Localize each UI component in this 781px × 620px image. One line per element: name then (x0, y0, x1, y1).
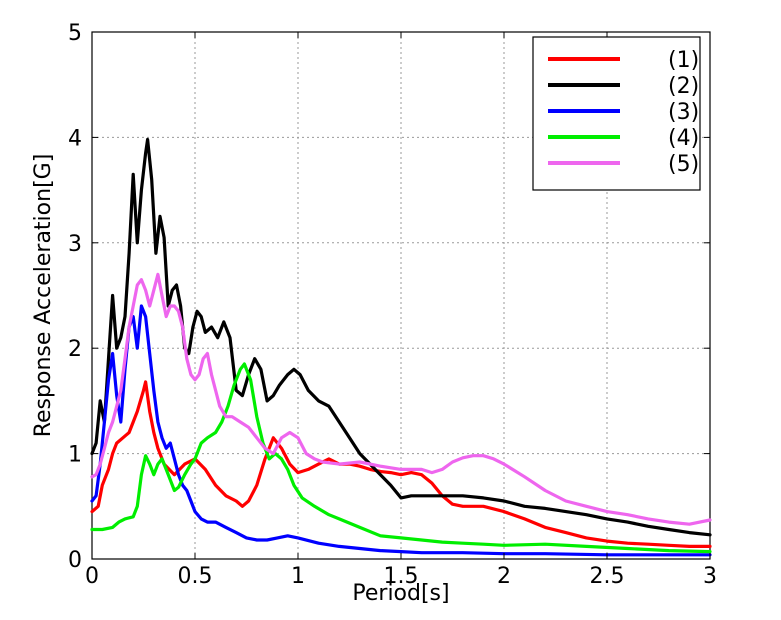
y-tick-label: 5 (68, 21, 82, 46)
series-line-4 (90, 362, 712, 554)
y-tick-label: 3 (68, 232, 82, 257)
y-tick-label: 4 (68, 126, 82, 151)
x-tick-label: 1.5 (384, 564, 419, 589)
legend-label-5: (5) (668, 152, 699, 177)
x-tick-label: 2 (497, 564, 511, 589)
x-tick-label: 0.5 (178, 564, 213, 589)
x-tick-label: 0 (85, 564, 99, 589)
y-tick-label: 0 (68, 548, 82, 573)
x-tick-label: 1 (291, 564, 305, 589)
y-axis-label: Response Acceleration[G] (31, 154, 56, 438)
series-layer (90, 137, 712, 557)
series-line-2 (90, 137, 712, 537)
series-line-1 (90, 380, 712, 548)
legend: (1)(2)(3)(4)(5) (532, 36, 701, 191)
legend-label-4: (4) (668, 126, 699, 151)
y-tick-label: 2 (68, 337, 82, 362)
x-tick-label: 3 (703, 564, 717, 589)
legend-label-3: (3) (668, 100, 699, 125)
axis-ticks: 0 0.5 1 1.5 2 2.5 3 0 1 2 3 4 5 (68, 21, 717, 589)
x-tick-label: 2.5 (590, 564, 625, 589)
series-line-5 (90, 272, 712, 526)
y-tick-label: 1 (68, 443, 82, 468)
legend-label-1: (1) (668, 48, 699, 73)
legend-label-2: (2) (668, 74, 699, 99)
x-axis-label: Period[s] (352, 581, 449, 606)
